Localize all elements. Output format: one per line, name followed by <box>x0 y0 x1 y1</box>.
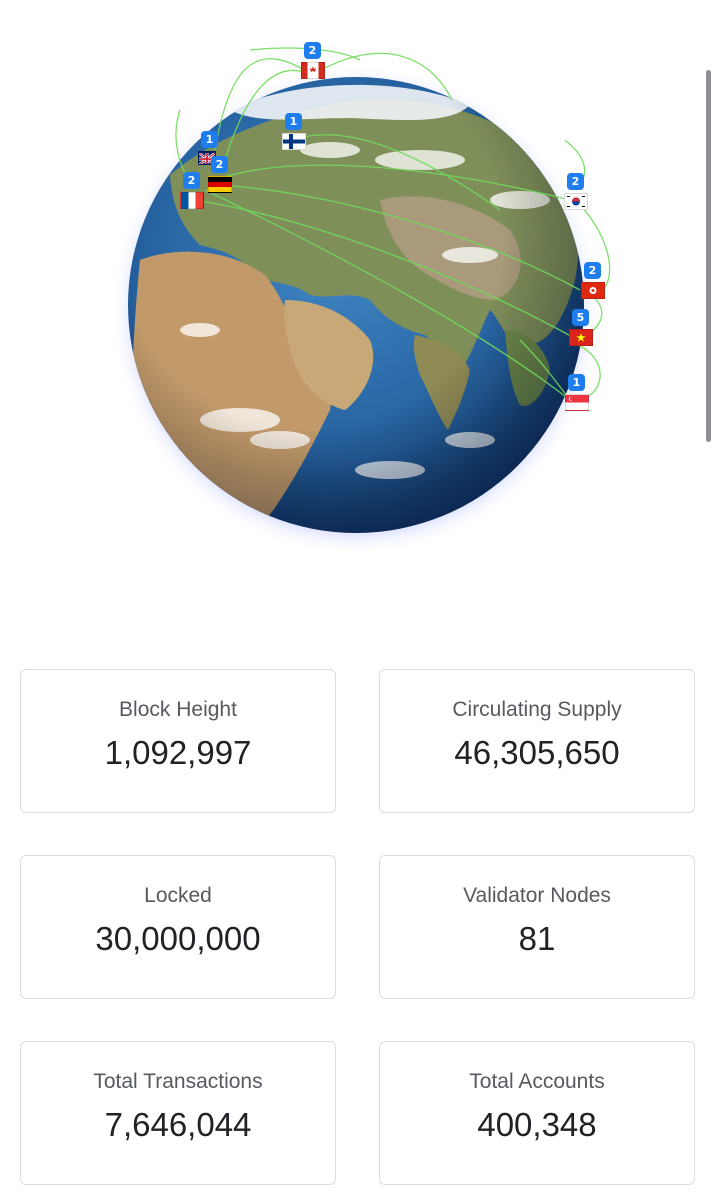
marker-singapore[interactable]: 1 <box>562 374 592 418</box>
stat-label: Total Accounts <box>469 1070 605 1093</box>
germany-flag-icon <box>208 176 232 193</box>
hong-kong-flag-icon <box>581 282 605 299</box>
marker-hong-kong[interactable]: 2 <box>578 262 608 306</box>
globe-visualization[interactable]: 2 1 1 2 2 2 <box>0 0 716 600</box>
marker-south-korea[interactable]: 2 <box>561 173 591 217</box>
stat-card-total-accounts: Total Accounts 400,348 <box>379 1041 695 1185</box>
stat-label: Total Transactions <box>93 1070 263 1093</box>
marker-count-badge: 2 <box>304 42 321 59</box>
vietnam-flag-icon <box>569 329 593 346</box>
stat-value: 400,348 <box>477 1106 597 1143</box>
stat-label: Validator Nodes <box>463 884 611 907</box>
stat-card-block-height: Block Height 1,092,997 <box>20 669 336 813</box>
marker-france[interactable]: 2 <box>177 172 207 216</box>
vertical-scrollbar[interactable] <box>706 70 711 442</box>
stat-value: 46,305,650 <box>454 734 620 771</box>
south-korea-flag-icon <box>564 193 588 210</box>
stat-value: 81 <box>518 920 556 957</box>
marker-count-badge: 1 <box>568 374 585 391</box>
stat-value: 30,000,000 <box>95 920 261 957</box>
stat-card-total-transactions: Total Transactions 7,646,044 <box>20 1041 336 1185</box>
marker-count-badge: 5 <box>572 309 589 326</box>
stat-label: Block Height <box>119 698 237 721</box>
marker-finland[interactable]: 1 <box>279 113 309 157</box>
singapore-flag-icon <box>565 394 589 411</box>
stat-label: Circulating Supply <box>452 698 622 721</box>
marker-count-badge: 1 <box>285 113 302 130</box>
stat-value: 1,092,997 <box>104 734 252 771</box>
marker-count-badge: 2 <box>584 262 601 279</box>
marker-vietnam[interactable]: 5 <box>566 309 596 353</box>
marker-germany[interactable]: 2 <box>205 156 235 200</box>
marker-count-badge: 1 <box>201 131 218 148</box>
stat-label: Locked <box>144 884 212 907</box>
canada-flag-icon <box>301 62 325 79</box>
stat-card-validator-nodes: Validator Nodes 81 <box>379 855 695 999</box>
marker-canada[interactable]: 2 <box>298 42 328 86</box>
globe-canvas[interactable] <box>0 0 716 600</box>
marker-count-badge: 2 <box>567 173 584 190</box>
finland-flag-icon <box>282 133 306 150</box>
stat-card-locked: Locked 30,000,000 <box>20 855 336 999</box>
stat-value: 7,646,044 <box>104 1106 252 1143</box>
france-flag-icon <box>180 192 204 209</box>
marker-count-badge: 2 <box>183 172 200 189</box>
marker-count-badge: 2 <box>211 156 228 173</box>
stat-card-circulating-supply: Circulating Supply 46,305,650 <box>379 669 695 813</box>
